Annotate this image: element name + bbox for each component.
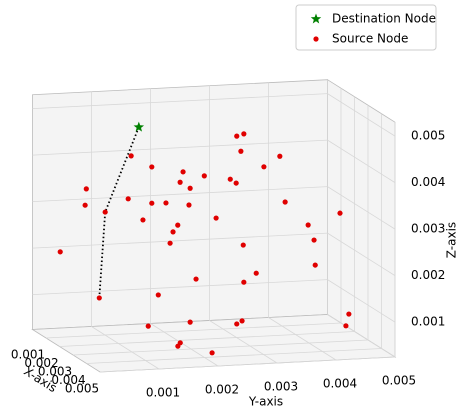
point bbox=[238, 148, 244, 154]
y-tick-label: 0.004 bbox=[323, 377, 357, 391]
y-tick-label: 0.005 bbox=[382, 374, 416, 388]
point bbox=[96, 295, 102, 301]
grid-line bbox=[45, 322, 342, 339]
grid-line bbox=[327, 232, 396, 276]
point bbox=[209, 350, 215, 356]
grid-line bbox=[59, 331, 355, 347]
point bbox=[253, 270, 259, 276]
point bbox=[234, 133, 240, 139]
point bbox=[155, 292, 161, 298]
y-tick-label: 0.001 bbox=[146, 386, 180, 400]
point bbox=[149, 164, 155, 170]
point bbox=[102, 209, 108, 215]
point bbox=[177, 179, 183, 185]
point bbox=[177, 340, 183, 346]
x-tick-label: 0.002 bbox=[24, 356, 58, 370]
point bbox=[57, 249, 63, 255]
point bbox=[167, 240, 173, 246]
point bbox=[170, 229, 176, 235]
grid-line bbox=[327, 314, 396, 358]
x-tick-label: 0.005 bbox=[65, 382, 99, 396]
grid-line bbox=[327, 139, 396, 183]
point bbox=[241, 131, 247, 137]
point bbox=[180, 169, 186, 175]
grid-line bbox=[327, 279, 396, 323]
point bbox=[240, 242, 246, 248]
point bbox=[149, 200, 155, 206]
grid-line bbox=[32, 93, 328, 110]
route-line bbox=[98, 126, 140, 298]
y-axis-label: Y-axis bbox=[248, 395, 283, 409]
point bbox=[282, 199, 288, 205]
y-tick-label: 0.003 bbox=[264, 380, 298, 394]
grid-line bbox=[327, 93, 396, 137]
z-axis-label: Z-axis bbox=[445, 222, 459, 258]
grid-line bbox=[150, 323, 219, 367]
point bbox=[312, 262, 318, 268]
grid-line bbox=[86, 348, 382, 364]
point bbox=[241, 279, 247, 285]
point bbox=[313, 36, 319, 42]
grid-line bbox=[327, 186, 396, 230]
grid-line bbox=[209, 320, 278, 364]
point bbox=[346, 311, 352, 317]
point bbox=[343, 323, 349, 329]
legend-label: Destination Node bbox=[332, 12, 436, 26]
legend bbox=[295, 4, 437, 51]
grid-line bbox=[99, 356, 396, 373]
point bbox=[201, 173, 207, 179]
grid-line bbox=[32, 279, 328, 296]
star-marker bbox=[310, 13, 322, 24]
point bbox=[233, 180, 239, 186]
point bbox=[163, 200, 169, 206]
grid-line bbox=[268, 317, 337, 361]
point bbox=[277, 153, 283, 159]
point bbox=[305, 222, 311, 228]
grid-line bbox=[91, 326, 160, 370]
grid-line bbox=[32, 186, 328, 203]
point bbox=[145, 323, 151, 329]
point bbox=[140, 217, 146, 223]
point bbox=[175, 222, 181, 228]
legend-label: Source Node bbox=[332, 32, 408, 46]
z-tick-label: 0.003 bbox=[411, 222, 445, 236]
grid-line bbox=[32, 232, 328, 249]
y-tick-label: 0.002 bbox=[205, 383, 239, 397]
point bbox=[311, 237, 317, 243]
point bbox=[82, 202, 88, 208]
point bbox=[261, 164, 267, 170]
point bbox=[239, 318, 245, 324]
point bbox=[186, 202, 192, 208]
point bbox=[213, 215, 219, 221]
point bbox=[227, 176, 233, 182]
point bbox=[337, 210, 343, 216]
z-tick-label: 0.002 bbox=[411, 268, 445, 282]
point bbox=[128, 153, 134, 159]
point bbox=[125, 196, 131, 202]
x-tick-label: 0.004 bbox=[51, 373, 85, 387]
x-tick-label: 0.003 bbox=[38, 365, 72, 379]
grid-line bbox=[32, 139, 328, 156]
point bbox=[187, 319, 193, 325]
point bbox=[83, 186, 89, 192]
x-tick-label: 0.001 bbox=[11, 348, 45, 362]
point bbox=[187, 185, 193, 191]
z-tick-label: 0.004 bbox=[411, 175, 445, 189]
z-tick-label: 0.005 bbox=[411, 129, 445, 143]
grid-line bbox=[72, 339, 369, 356]
panes bbox=[31, 78, 397, 373]
z-tick-label: 0.001 bbox=[411, 315, 445, 329]
star-marker bbox=[133, 121, 145, 132]
point bbox=[193, 276, 199, 282]
point bbox=[234, 321, 240, 327]
